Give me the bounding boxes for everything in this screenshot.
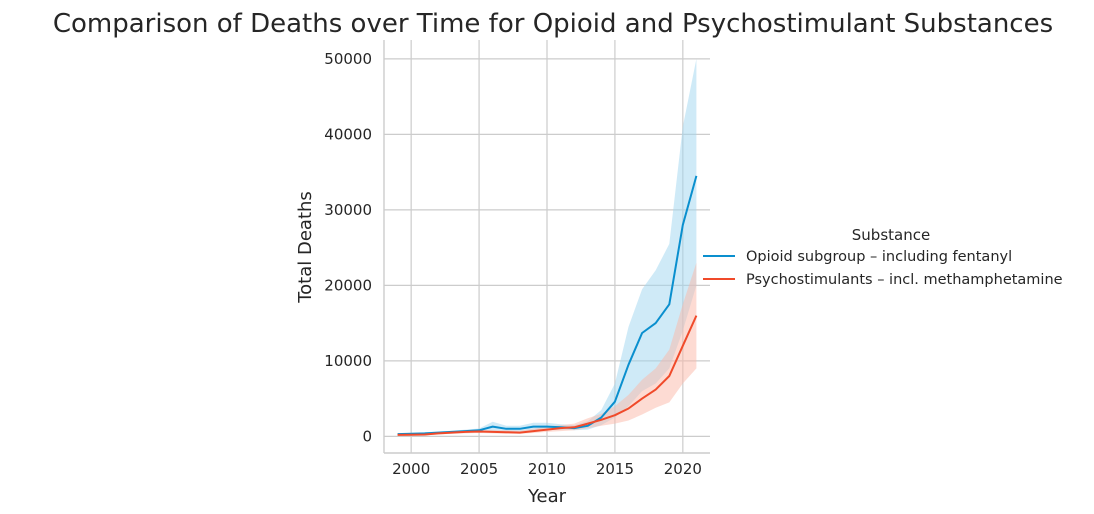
legend-label-1: Opioid subgroup – including fentanyl	[746, 249, 1012, 265]
chart-title: Comparison of Deaths over Time for Opioi…	[53, 9, 1053, 39]
y-axis-label: Total Deaths	[295, 191, 316, 304]
y-tick-label: 50000	[324, 50, 372, 68]
series-lines	[397, 175, 698, 436]
y-tick-label: 10000	[324, 352, 372, 370]
legend: Substance Opioid subgroup – including fe…	[703, 226, 1063, 288]
x-tick-label: 2015	[596, 460, 634, 478]
y-tick-label: 20000	[324, 276, 372, 294]
x-tick-label: 2005	[460, 460, 498, 478]
series-line-2	[397, 315, 698, 436]
y-tick-label: 30000	[324, 201, 372, 219]
x-tick-label: 2020	[664, 460, 702, 478]
x-tick-labels: 2000 2005 2010 2015 2020	[392, 460, 702, 478]
y-tick-labels: 0 10000 20000 30000 40000 50000	[324, 50, 372, 446]
x-axis-label: Year	[527, 486, 567, 507]
legend-label-2: Psychostimulants – incl. methamphetamine	[746, 272, 1063, 288]
legend-title: Substance	[852, 226, 930, 244]
x-tick-label: 2000	[392, 460, 430, 478]
y-tick-label: 40000	[324, 125, 372, 143]
y-tick-label: 0	[362, 427, 372, 445]
x-tick-label: 2010	[528, 460, 566, 478]
